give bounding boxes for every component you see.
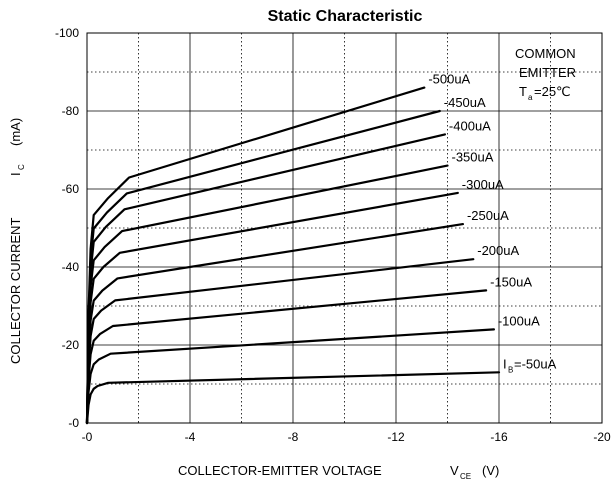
- annotation-ta-value: =25℃: [534, 84, 571, 99]
- y-axis-subscript: C: [17, 164, 26, 170]
- x-axis-subscript: CE: [460, 472, 471, 481]
- curve-label: =-50uA: [514, 356, 557, 371]
- curve-label: -200uA: [477, 243, 519, 258]
- chart-title: Static Characteristic: [268, 8, 423, 25]
- annotation-emitter: EMITTER: [519, 65, 576, 80]
- x-tick-label: -20: [593, 430, 611, 444]
- annotation-common: COMMON: [515, 46, 576, 61]
- curve-label: -400uA: [449, 118, 491, 133]
- y-axis-label: COLLECTOR CURRENT: [8, 218, 23, 364]
- curve-label: -250uA: [467, 208, 509, 223]
- y-tick-label: -20: [62, 338, 80, 352]
- curve-label: -100uA: [498, 313, 540, 328]
- curve-label: -350uA: [452, 150, 494, 165]
- x-tick-label: -16: [490, 430, 508, 444]
- y-axis-symbol: I: [8, 172, 23, 176]
- x-axis-symbol: V: [450, 463, 459, 478]
- characteristic-curves: [85, 86, 501, 425]
- annotation-ta-subscript: a: [528, 93, 533, 102]
- y-tick-label: -40: [62, 260, 80, 274]
- x-tick-label: -4: [185, 430, 196, 444]
- y-tick-label: -60: [62, 182, 80, 196]
- y-tick-label: -100: [55, 26, 79, 40]
- x-axis-label: COLLECTOR-EMITTER VOLTAGE: [178, 463, 382, 478]
- plot-frame: [86, 32, 603, 424]
- curve-label-subscript: B: [508, 365, 513, 374]
- x-tick-label: -0: [82, 430, 93, 444]
- x-tick-labels: -0 -4 -8 -12 -16 -20: [82, 430, 611, 444]
- annotation-ta-symbol: T: [519, 84, 527, 99]
- x-tick-label: -8: [288, 430, 299, 444]
- x-tick-label: -12: [387, 430, 405, 444]
- curve-label: -150uA: [490, 274, 532, 289]
- curve-series: [85, 328, 495, 425]
- curve-label-symbol: I: [503, 356, 507, 371]
- curve-label: -500uA: [428, 72, 470, 87]
- y-axis-unit: (mA): [8, 118, 23, 146]
- curve-series: [85, 86, 426, 425]
- x-axis-unit: (V): [482, 463, 499, 478]
- curve-labels: I B =-50uA -100uA -150uA -200uA -250uA -300uA -3…: [428, 72, 556, 375]
- y-tick-label: -80: [62, 104, 80, 118]
- curve-series: [85, 289, 488, 425]
- curve-series: [85, 258, 475, 425]
- y-tick-labels: -0 -20 -40 -60 -80 -100: [55, 26, 79, 430]
- y-tick-label: -0: [68, 416, 79, 430]
- curve-label: -450uA: [444, 95, 486, 110]
- curve-label: -300uA: [462, 177, 504, 192]
